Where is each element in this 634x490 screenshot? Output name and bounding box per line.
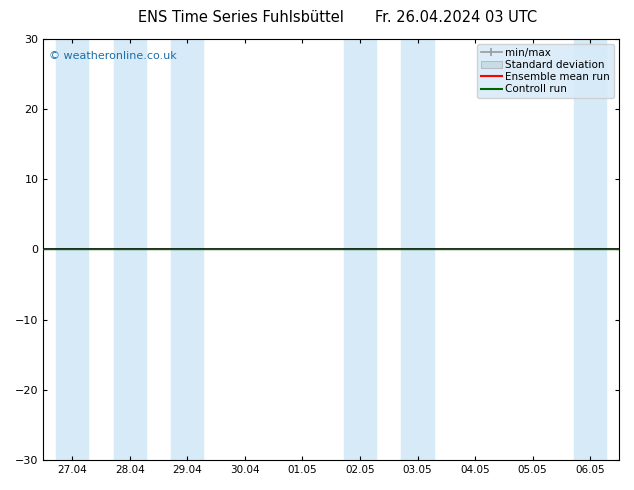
Text: © weatheronline.co.uk: © weatheronline.co.uk	[49, 51, 177, 61]
Text: ENS Time Series Fuhlsbüttel: ENS Time Series Fuhlsbüttel	[138, 10, 344, 25]
Bar	[113, 39, 146, 460]
Bar	[401, 39, 434, 460]
Bar	[171, 39, 204, 460]
Bar	[344, 39, 376, 460]
Text: Fr. 26.04.2024 03 UTC: Fr. 26.04.2024 03 UTC	[375, 10, 538, 25]
Bar	[56, 39, 88, 460]
Bar	[574, 39, 606, 460]
Legend: min/max, Standard deviation, Ensemble mean run, Controll run: min/max, Standard deviation, Ensemble me…	[477, 44, 614, 98]
